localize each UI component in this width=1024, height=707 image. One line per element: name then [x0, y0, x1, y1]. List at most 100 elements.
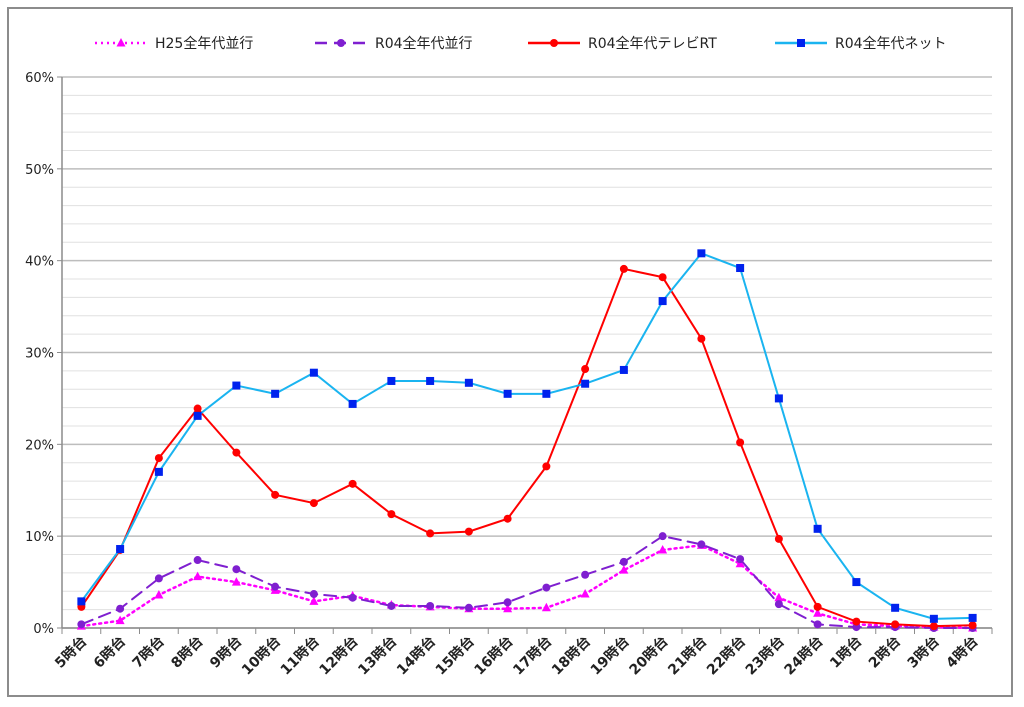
data-point — [503, 514, 512, 523]
x-tick-label: 13時台 — [355, 633, 401, 679]
data-point — [891, 620, 900, 629]
x-tick-label: 17時台 — [510, 633, 556, 679]
data-point — [619, 565, 629, 574]
data-point — [503, 389, 512, 398]
y-tick-label: 20% — [25, 438, 54, 453]
data-point — [309, 499, 318, 508]
data-point — [77, 620, 86, 629]
data-point — [271, 389, 280, 398]
data-point — [580, 589, 590, 598]
data-point — [426, 376, 435, 385]
y-tick-label: 50% — [25, 163, 54, 178]
x-tick-label: 18時台 — [548, 633, 594, 679]
data-point — [387, 510, 396, 519]
y-tick-label: 40% — [25, 255, 54, 270]
data-point — [464, 603, 473, 612]
data-point — [115, 615, 125, 625]
x-tick-label: 20時台 — [626, 633, 672, 679]
data-point — [193, 411, 202, 420]
x-tick-label: 16時台 — [471, 633, 517, 679]
x-tick-label: 24時台 — [781, 633, 827, 679]
data-point — [503, 598, 512, 607]
x-tick-label: 7時台 — [129, 633, 168, 672]
series-1 — [76, 540, 978, 632]
x-tick-label: 4時台 — [943, 633, 982, 672]
series-4 — [77, 249, 977, 623]
x-tick-label: 23時台 — [742, 633, 788, 679]
data-point — [271, 582, 280, 591]
data-point — [619, 557, 628, 566]
data-point — [232, 448, 241, 457]
data-point — [658, 297, 667, 306]
data-point — [581, 365, 590, 374]
data-point — [348, 479, 357, 488]
data-point — [852, 623, 861, 632]
data-point — [231, 577, 241, 586]
x-tick-label: 21時台 — [665, 633, 711, 679]
data-point — [116, 604, 125, 613]
legend-label: R04全年代並行 — [375, 35, 473, 52]
data-point — [77, 597, 86, 606]
data-point — [736, 438, 745, 447]
data-point — [929, 622, 938, 631]
x-tick-label: 3時台 — [904, 633, 943, 672]
series-line — [80, 252, 974, 620]
series-line — [80, 267, 974, 628]
data-point — [387, 601, 396, 610]
x-tick-label: 22時台 — [703, 633, 749, 679]
data-point — [929, 614, 938, 623]
data-point — [813, 620, 822, 629]
series-line — [80, 544, 974, 630]
data-point — [348, 399, 357, 408]
data-point — [426, 601, 435, 610]
data-point — [154, 589, 164, 599]
x-tick-label: 6時台 — [90, 633, 129, 672]
data-point — [852, 578, 861, 587]
data-point — [736, 264, 745, 273]
x-tick-label: 11時台 — [277, 633, 323, 679]
legend-label: R04全年代ネット — [835, 35, 947, 52]
data-point — [968, 613, 977, 622]
data-point — [464, 378, 473, 387]
data-point — [387, 376, 396, 385]
x-tick-label: 12時台 — [316, 633, 362, 679]
data-point — [116, 545, 125, 554]
data-point — [309, 368, 318, 377]
data-point — [697, 249, 706, 258]
data-point — [309, 590, 318, 599]
data-point — [348, 593, 357, 602]
data-point — [658, 273, 667, 282]
data-point — [581, 379, 590, 388]
x-tick-label: 1時台 — [826, 633, 865, 672]
legend-item: R04全年代並行 — [315, 35, 473, 52]
data-point — [542, 389, 551, 398]
x-tick-label: 19時台 — [587, 633, 633, 679]
x-tick-label: 2時台 — [865, 633, 904, 672]
legend-marker — [116, 38, 126, 47]
chart-frame — [7, 7, 1013, 697]
data-point — [968, 621, 977, 630]
data-point — [154, 467, 163, 476]
x-tick-label: 10時台 — [238, 633, 284, 679]
data-point — [503, 603, 513, 613]
data-point — [154, 574, 163, 583]
y-tick-label: 30% — [25, 347, 54, 362]
data-point — [813, 602, 822, 611]
legend-item: H25全年代並行 — [95, 35, 253, 52]
x-tick-label: 14時台 — [393, 633, 439, 679]
data-point — [697, 540, 706, 549]
data-point — [193, 404, 202, 413]
y-tick-label: 0% — [33, 622, 54, 637]
x-tick-label: 5時台 — [51, 633, 90, 672]
legend-marker — [550, 39, 558, 47]
legend-item: R04全年代ネット — [775, 35, 947, 52]
x-tick-label: 15時台 — [432, 633, 478, 679]
data-point — [619, 365, 628, 374]
x-tick-label: 8時台 — [168, 633, 207, 672]
data-point — [736, 555, 745, 564]
data-point — [891, 603, 900, 612]
data-point — [774, 534, 783, 543]
legend-item: R04全年代テレビRT — [528, 35, 717, 52]
data-point — [774, 394, 783, 403]
data-point — [193, 571, 203, 581]
